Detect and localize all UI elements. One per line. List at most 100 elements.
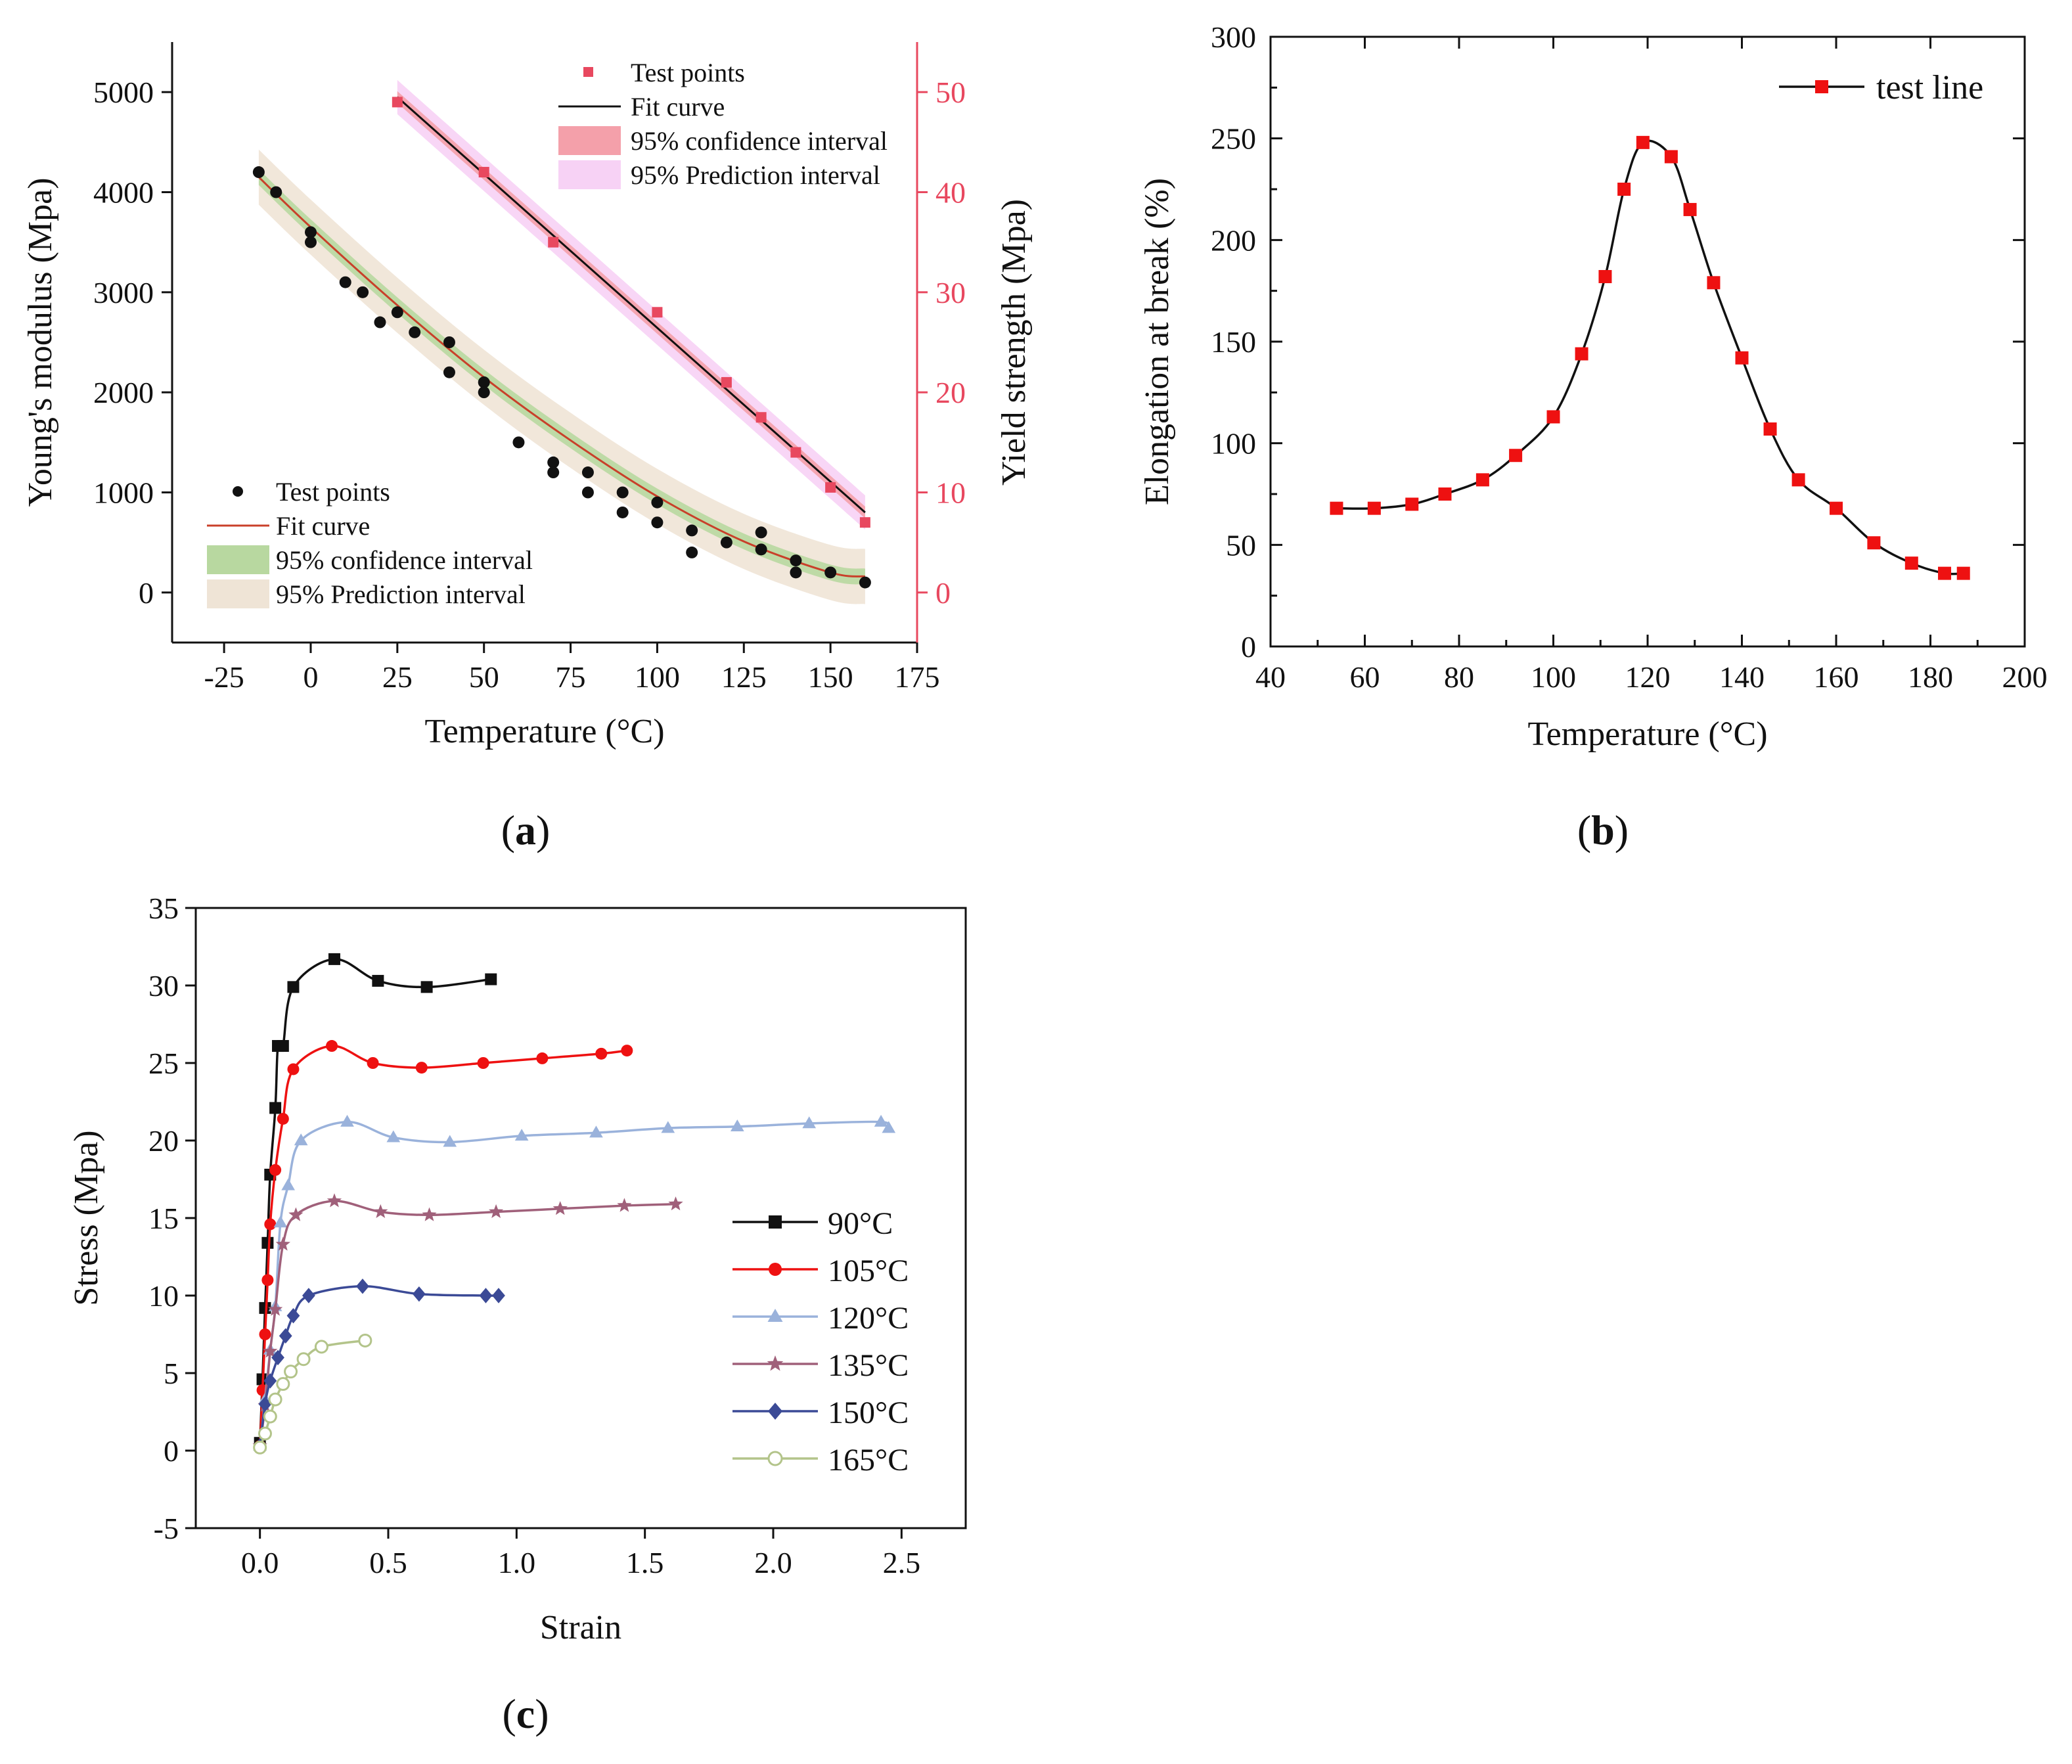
x-tick-label-4: 75 — [556, 660, 586, 694]
series-1-point-11 — [477, 1057, 489, 1069]
modulus-point-6 — [374, 316, 386, 328]
series-0-point-5 — [269, 1102, 282, 1114]
plot-frame — [1269, 35, 2026, 648]
legend-marker-1 — [769, 1263, 782, 1276]
modulus-point-23 — [686, 546, 698, 558]
series-4-point-6 — [302, 1288, 315, 1303]
y-tick-label-3: 150 — [1211, 325, 1256, 359]
x-tick-label-8: 175 — [895, 660, 940, 694]
modulus-point-0 — [252, 166, 265, 179]
test-point-10 — [1636, 135, 1650, 149]
series-5-point-5 — [284, 1365, 298, 1379]
series-4-point-4 — [279, 1328, 292, 1344]
legend-text-3: 135°C — [828, 1348, 909, 1383]
legend-text-1: 105°C — [828, 1254, 909, 1288]
test-point-19 — [1904, 556, 1918, 570]
series-3-point-11 — [617, 1198, 632, 1212]
y-tick-label-0: -5 — [154, 1512, 179, 1545]
y-tick-label-3: 10 — [148, 1279, 179, 1313]
y-tick-label-0: 0 — [1241, 630, 1256, 664]
x-tick-label-7: 150 — [808, 660, 853, 694]
legend-yield-marker — [583, 67, 593, 77]
series-3-point-3 — [268, 1301, 283, 1316]
series-0-point-3 — [261, 1236, 274, 1249]
y-tick-label-5: 20 — [148, 1124, 179, 1158]
series-4-point-7 — [356, 1278, 369, 1294]
series-1-point-2 — [259, 1328, 271, 1340]
y-tick-label-6: 300 — [1211, 20, 1256, 54]
modulus-point-17 — [581, 486, 594, 499]
x-tick-label-1: 60 — [1350, 660, 1380, 694]
x-tick-label-1: 0.5 — [369, 1546, 407, 1579]
series-3-point-6 — [327, 1193, 342, 1208]
y-tick-label-2: 100 — [1211, 427, 1256, 461]
series-1-point-9 — [367, 1057, 379, 1069]
series-0-point-7 — [277, 1040, 289, 1052]
test-point-6 — [1546, 410, 1560, 424]
modulus-point-25 — [755, 526, 767, 539]
y-left-tick-label-4: 4000 — [93, 176, 154, 210]
test-point-20 — [1938, 566, 1952, 580]
series-1-point-10 — [415, 1062, 428, 1074]
y-tick-label-1: 50 — [1226, 528, 1256, 562]
modulus-point-19 — [616, 506, 629, 518]
series-4-point-8 — [412, 1286, 426, 1302]
series-1-point-13 — [595, 1047, 608, 1060]
series-4-point-2 — [263, 1373, 277, 1389]
series-2-point-8 — [386, 1130, 401, 1142]
fit-curve-modulus — [258, 176, 866, 577]
x-tick-label-4: 120 — [1625, 660, 1671, 694]
test-point-8 — [1598, 270, 1612, 284]
series-1-point-5 — [269, 1164, 282, 1176]
yield-point-8 — [859, 517, 870, 528]
x-tick-label-2: 80 — [1444, 660, 1474, 694]
y-left-tick-label-2: 2000 — [93, 376, 154, 409]
fit-curve-yield — [396, 96, 866, 514]
series-2-point-14 — [802, 1116, 817, 1129]
series-1-point-3 — [261, 1274, 274, 1286]
test-point-18 — [1867, 536, 1881, 550]
x-tick-label-3: 1.5 — [626, 1546, 664, 1579]
test-point-7 — [1575, 347, 1588, 361]
legend-yield-text-1: Fit curve — [631, 92, 725, 122]
legend-modulus-text-0: Test points — [276, 477, 390, 507]
test-point-5 — [1509, 449, 1523, 463]
series-2-point-11 — [589, 1125, 603, 1138]
modulus-point-15 — [547, 466, 560, 479]
test-point-4 — [1475, 473, 1489, 487]
modulus-point-4 — [339, 276, 351, 288]
legend-text-0: 90°C — [828, 1206, 893, 1241]
x-tick-label-5: 100 — [635, 660, 680, 694]
series-3-point-10 — [552, 1201, 568, 1215]
modulus-point-11 — [478, 376, 490, 388]
legend-modulus-confidence-swatch — [207, 545, 269, 574]
series-1-point-14 — [621, 1045, 633, 1057]
y-tick-label-4: 200 — [1211, 223, 1256, 257]
legend-marker-4 — [768, 1403, 782, 1420]
yield-point-2 — [548, 237, 559, 248]
test-point-2 — [1405, 497, 1419, 511]
test-point-0 — [1330, 501, 1343, 515]
test-point-13 — [1707, 276, 1721, 290]
x-tick-label-6: 160 — [1814, 660, 1859, 694]
modulus-point-16 — [581, 466, 594, 479]
modulus-point-13 — [512, 436, 525, 449]
x-tick-label-0: -25 — [204, 660, 244, 694]
y-tick-label-6: 25 — [148, 1047, 179, 1080]
modulus-point-30 — [859, 576, 871, 589]
y-tick-label-2: 5 — [164, 1357, 179, 1390]
y-tick-label-5: 250 — [1211, 122, 1256, 156]
series-0-point-2 — [259, 1301, 271, 1314]
test-point-11 — [1664, 150, 1678, 164]
legend-text-4: 150°C — [828, 1395, 909, 1430]
series-2-point-4 — [273, 1215, 288, 1228]
test-point-15 — [1763, 422, 1777, 436]
legend-text: test line — [1876, 69, 1983, 106]
series-1-point-7 — [287, 1063, 300, 1075]
modulus-point-24 — [720, 536, 732, 549]
legend-yield-text-2: 95% confidence interval — [631, 126, 888, 156]
test-point-9 — [1617, 183, 1631, 196]
series-5-point-1 — [258, 1426, 272, 1441]
series-3-point-4 — [275, 1236, 290, 1251]
yield-point-6 — [790, 447, 801, 458]
